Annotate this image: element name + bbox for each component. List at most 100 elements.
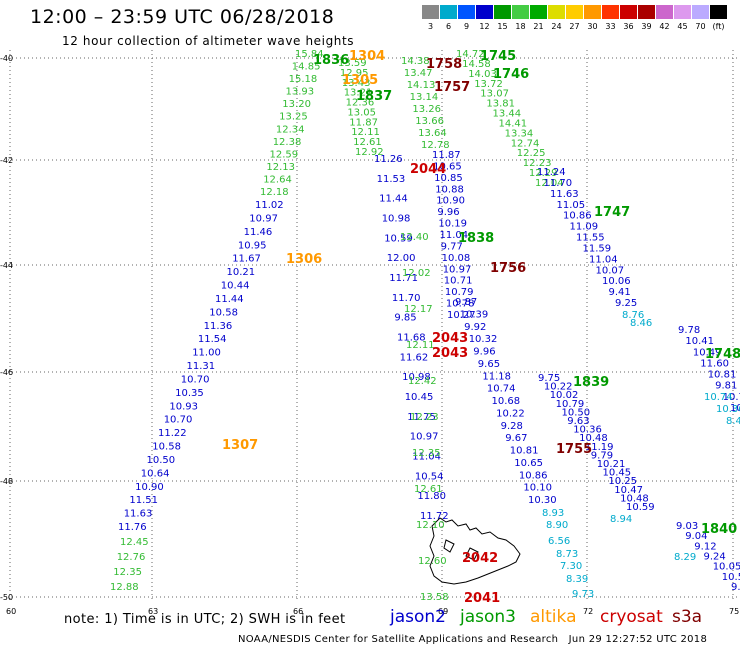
swh-value: 9.96 — [473, 347, 495, 358]
swh-value: 11.36 — [204, 321, 233, 332]
swh-value: 10.98 — [382, 214, 411, 225]
swh-value: 12.10 — [416, 520, 445, 531]
swh-value: 8.39 — [566, 574, 588, 585]
pass-time-label: 1756 — [490, 261, 526, 276]
swh-value: 9.28 — [501, 421, 523, 432]
swh-value: 8.90 — [546, 520, 568, 531]
swh-value: 10.74 — [704, 392, 733, 403]
pass-time-label: 1306 — [286, 252, 322, 267]
swh-value: 11.54 — [198, 334, 227, 345]
scale-swatch — [440, 5, 457, 19]
swh-value: 12.23 — [410, 412, 439, 423]
swh-value: 15.18 — [289, 74, 318, 85]
swh-value: 10.39 — [460, 309, 489, 320]
swh-value: 10.59 — [626, 502, 655, 513]
y-tick-label: -48 — [0, 477, 13, 486]
swh-value: 9.87 — [455, 297, 477, 308]
swh-value: 9.12 — [694, 541, 716, 552]
swh-value: 11.04 — [440, 230, 469, 241]
scale-label: 33 — [605, 22, 616, 31]
legend-altika: altika — [530, 607, 577, 627]
y-tick-label: -46 — [0, 368, 13, 377]
swh-value: 11.67 — [232, 254, 261, 265]
swh-value: 11.60 — [700, 358, 729, 369]
pass-time-label: 1837 — [356, 89, 392, 104]
swh-value: 11.44 — [379, 194, 408, 205]
swh-value: 12.11 — [406, 340, 435, 351]
x-tick-label: 60 — [6, 607, 16, 616]
swh-value: 11.02 — [255, 200, 284, 211]
pass-time-label: 1748 — [705, 347, 740, 362]
swh-value: 10.70 — [164, 415, 193, 426]
swh-value: 13.44 — [493, 109, 522, 120]
swh-value: 9.79 — [591, 450, 613, 461]
swh-value: 11.18 — [482, 371, 511, 382]
swh-value: 10.47 — [614, 485, 643, 496]
swh-value: 14.03 — [468, 69, 497, 80]
swh-value: 10.06 — [602, 276, 631, 287]
swh-value: 12.88 — [110, 582, 139, 593]
swh-value: 12.18 — [260, 187, 289, 198]
scale-label: 27 — [569, 22, 580, 31]
swh-value: 10.81 — [708, 370, 737, 381]
swh-value: 10.25 — [608, 476, 637, 487]
pass-time-label: 1745 — [480, 49, 516, 64]
scale-label: 6 — [445, 22, 452, 31]
swh-value: 10.64 — [141, 468, 170, 479]
swh-value: 11.75 — [407, 412, 436, 423]
swh-value: 13.21 — [344, 88, 373, 99]
swh-value: 8.46 — [630, 318, 652, 329]
swh-value: 10.95 — [238, 240, 267, 251]
swh-value: 12.35 — [412, 448, 441, 459]
swh-value: 9.24 — [704, 552, 726, 563]
swh-value: 11.70 — [392, 293, 421, 304]
swh-value: 11.80 — [417, 491, 446, 502]
x-tick-label: 66 — [293, 607, 303, 616]
swh-value: 11.46 — [244, 227, 273, 238]
swh-value: 10.07 — [596, 265, 625, 276]
scale-swatch — [566, 5, 583, 19]
pass-time-label: 1836 — [313, 53, 349, 68]
swh-value: 12.45 — [120, 537, 149, 548]
swh-value: 12.95 — [340, 68, 369, 79]
swh-value: 10.59 — [384, 233, 413, 244]
swh-value: 10.22 — [496, 408, 525, 419]
swh-value: 11.59 — [583, 243, 612, 254]
swh-value: 12.61 — [353, 137, 382, 148]
swh-value: 6.56 — [548, 536, 570, 547]
swh-value: 10.58 — [152, 442, 181, 453]
swh-value: 13.26 — [412, 104, 441, 115]
swh-value: 13.64 — [418, 128, 447, 139]
swh-value: 12.25 — [517, 148, 546, 159]
swh-value: 10.97 — [249, 213, 278, 224]
swh-value: 10.74 — [723, 392, 740, 403]
swh-value: 9.85 — [394, 313, 416, 324]
swh-value: 10.49 — [693, 347, 722, 358]
swh-value: 10.93 — [169, 401, 198, 412]
swh-value: 10.45 — [405, 392, 434, 403]
map-subtitle: 12 hour collection of altimeter wave hei… — [62, 34, 355, 48]
swh-value: 12.13 — [266, 162, 295, 173]
swh-value: 9.04 — [685, 531, 707, 542]
swh-value: 10.02 — [550, 390, 579, 401]
swh-value: 12.38 — [273, 137, 302, 148]
scale-label: 18 — [515, 22, 526, 31]
pass-time-label: 1758 — [426, 57, 462, 72]
swh-value: 9.92 — [464, 322, 486, 333]
swh-value: 11.62 — [400, 352, 429, 363]
scale-swatch — [692, 5, 709, 19]
swh-value: 10.54 — [415, 471, 444, 482]
satellite-tracks: 11.02 10.97 11.46 10.95 11.67 10.21 10.44 11.44… — [110, 49, 740, 603]
swh-value: 14.85 — [292, 62, 321, 73]
scale-swatch — [602, 5, 619, 19]
pass-time-label: 1747 — [594, 205, 630, 220]
swh-value: 13.72 — [474, 79, 503, 90]
swh-value: 13.59 — [338, 58, 367, 69]
y-tick-label: -40 — [0, 54, 13, 63]
swh-value: 10.21 — [227, 267, 256, 278]
swh-value: 9.73 — [572, 589, 594, 600]
swh-value: 10.86 — [563, 211, 592, 222]
swh-value: 11.26 — [374, 154, 403, 165]
swh-value: 10.97 — [443, 264, 472, 275]
grid-lines — [8, 50, 738, 600]
